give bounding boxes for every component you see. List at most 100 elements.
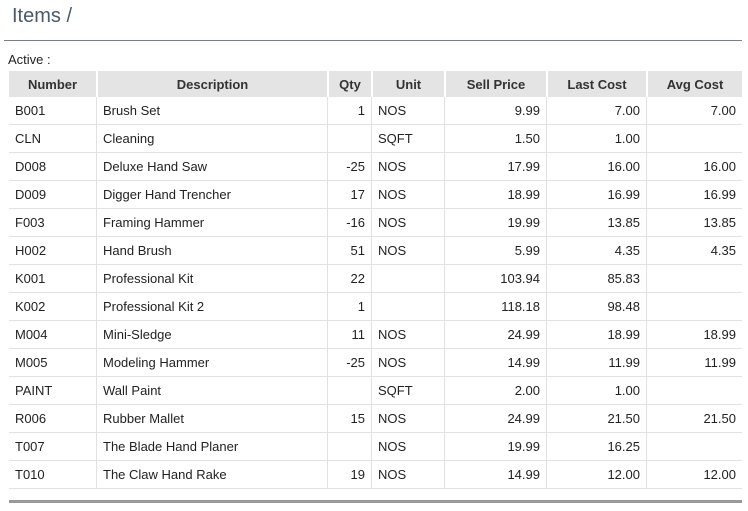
item-qty: 1 xyxy=(327,97,371,125)
item-sell-price: 14.99 xyxy=(444,349,546,377)
item-description: Deluxe Hand Saw xyxy=(96,153,327,181)
item-number-link[interactable]: K001 xyxy=(9,265,96,293)
item-number-link[interactable]: T007 xyxy=(9,433,96,461)
item-unit: NOS xyxy=(371,349,444,377)
item-qty: 11 xyxy=(327,321,371,349)
item-last-cost: 7.00 xyxy=(546,97,646,125)
item-unit: NOS xyxy=(371,461,444,489)
item-avg-cost xyxy=(646,125,742,153)
item-sell-price: 118.18 xyxy=(444,293,546,321)
column-header-sell-price[interactable]: Sell Price xyxy=(444,71,546,97)
table-row: B001 Brush Set 1 NOS 9.99 7.00 7.00 xyxy=(9,97,742,125)
table-row: D009 Digger Hand Trencher 17 NOS 18.99 16.99 1… xyxy=(9,181,742,209)
item-last-cost: 1.00 xyxy=(546,377,646,405)
item-avg-cost xyxy=(646,265,742,293)
column-header-description[interactable]: Description xyxy=(96,71,327,97)
item-description: Modeling Hammer xyxy=(96,349,327,377)
item-description: Rubber Mallet xyxy=(96,405,327,433)
item-description: Cleaning xyxy=(96,125,327,153)
item-sell-price: 103.94 xyxy=(444,265,546,293)
item-number-link[interactable]: M004 xyxy=(9,321,96,349)
item-sell-price: 17.99 xyxy=(444,153,546,181)
table-row: T010 The Claw Hand Rake 19 NOS 14.99 12.00 12.… xyxy=(9,461,742,489)
table-row: F003 Framing Hammer -16 NOS 19.99 13.85 13.85 xyxy=(9,209,742,237)
item-qty: -16 xyxy=(327,209,371,237)
item-unit: NOS xyxy=(371,237,444,265)
item-sell-price: 24.99 xyxy=(444,321,546,349)
item-number-link[interactable]: T010 xyxy=(9,461,96,489)
item-description: The Claw Hand Rake xyxy=(96,461,327,489)
table-row: R006 Rubber Mallet 15 NOS 24.99 21.50 21.50 xyxy=(9,405,742,433)
item-unit: NOS xyxy=(371,181,444,209)
table-row: T007 The Blade Hand Planer NOS 19.99 16.25 xyxy=(9,433,742,461)
item-description: Mini-Sledge xyxy=(96,321,327,349)
item-last-cost: 85.83 xyxy=(546,265,646,293)
item-unit xyxy=(371,265,444,293)
item-number-link[interactable]: D009 xyxy=(9,181,96,209)
item-sell-price: 9.99 xyxy=(444,97,546,125)
item-description: The Blade Hand Planer xyxy=(96,433,327,461)
item-last-cost: 12.00 xyxy=(546,461,646,489)
item-description: Wall Paint xyxy=(96,377,327,405)
table-row: D008 Deluxe Hand Saw -25 NOS 17.99 16.00 16.00 xyxy=(9,153,742,181)
item-sell-price: 19.99 xyxy=(444,433,546,461)
item-avg-cost xyxy=(646,293,742,321)
item-qty: 51 xyxy=(327,237,371,265)
table-row: K002 Professional Kit 2 1 118.18 98.48 xyxy=(9,293,742,321)
item-qty: 17 xyxy=(327,181,371,209)
item-qty: 19 xyxy=(327,461,371,489)
table-header-row: Number Description Qty Unit Sell Price L… xyxy=(9,71,742,97)
column-header-number[interactable]: Number xyxy=(9,71,96,97)
table-row: H002 Hand Brush 51 NOS 5.99 4.35 4.35 xyxy=(9,237,742,265)
bottom-divider xyxy=(9,500,742,503)
table-row: M004 Mini-Sledge 11 NOS 24.99 18.99 18.99 xyxy=(9,321,742,349)
item-last-cost: 16.99 xyxy=(546,181,646,209)
item-avg-cost: 7.00 xyxy=(646,97,742,125)
item-last-cost: 16.00 xyxy=(546,153,646,181)
item-unit: NOS xyxy=(371,405,444,433)
column-header-last-cost[interactable]: Last Cost xyxy=(546,71,646,97)
item-number-link[interactable]: K002 xyxy=(9,293,96,321)
item-last-cost: 16.25 xyxy=(546,433,646,461)
item-number-link[interactable]: M005 xyxy=(9,349,96,377)
item-unit: SQFT xyxy=(371,377,444,405)
column-header-qty[interactable]: Qty xyxy=(327,71,371,97)
item-sell-price: 1.50 xyxy=(444,125,546,153)
item-last-cost: 4.35 xyxy=(546,237,646,265)
column-header-unit[interactable]: Unit xyxy=(371,71,444,97)
item-number-link[interactable]: B001 xyxy=(9,97,96,125)
column-header-avg-cost[interactable]: Avg Cost xyxy=(646,71,742,97)
item-description: Digger Hand Trencher xyxy=(96,181,327,209)
item-avg-cost: 16.00 xyxy=(646,153,742,181)
items-table-body: B001 Brush Set 1 NOS 9.99 7.00 7.00 CLN Cleaning… xyxy=(9,97,742,489)
item-qty xyxy=(327,377,371,405)
item-qty: -25 xyxy=(327,349,371,377)
item-avg-cost: 21.50 xyxy=(646,405,742,433)
item-description: Professional Kit xyxy=(96,265,327,293)
page-title: Items / xyxy=(12,5,73,27)
item-unit xyxy=(371,293,444,321)
item-unit: NOS xyxy=(371,97,444,125)
item-number-link[interactable]: PAINT xyxy=(9,377,96,405)
item-number-link[interactable]: H002 xyxy=(9,237,96,265)
item-number-link[interactable]: CLN xyxy=(9,125,96,153)
item-avg-cost: 4.35 xyxy=(646,237,742,265)
item-avg-cost xyxy=(646,433,742,461)
item-avg-cost: 18.99 xyxy=(646,321,742,349)
title-divider xyxy=(4,40,742,41)
item-qty: -25 xyxy=(327,153,371,181)
item-qty: 15 xyxy=(327,405,371,433)
item-avg-cost: 11.99 xyxy=(646,349,742,377)
item-number-link[interactable]: D008 xyxy=(9,153,96,181)
item-unit: NOS xyxy=(371,209,444,237)
item-description: Professional Kit 2 xyxy=(96,293,327,321)
section-label-active: Active : xyxy=(8,52,51,67)
item-sell-price: 2.00 xyxy=(444,377,546,405)
item-number-link[interactable]: F003 xyxy=(9,209,96,237)
item-qty: 22 xyxy=(327,265,371,293)
item-avg-cost xyxy=(646,377,742,405)
item-number-link[interactable]: R006 xyxy=(9,405,96,433)
item-avg-cost: 13.85 xyxy=(646,209,742,237)
item-sell-price: 18.99 xyxy=(444,181,546,209)
item-avg-cost: 16.99 xyxy=(646,181,742,209)
